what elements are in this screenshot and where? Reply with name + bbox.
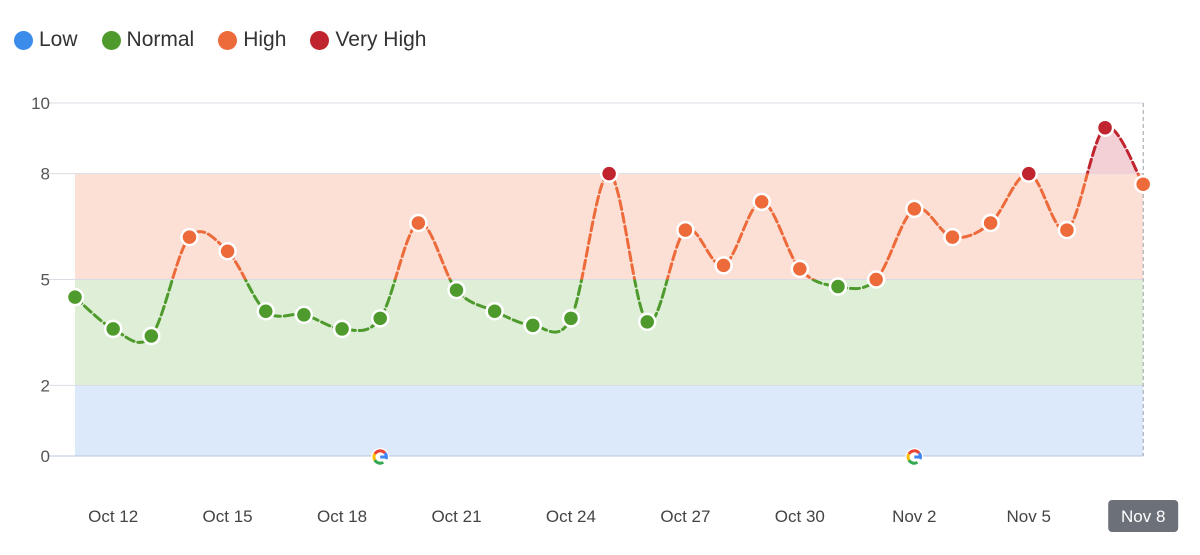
x-tick-label: Oct 18 xyxy=(317,507,367,526)
data-point[interactable]: Oct 15: 5.8 xyxy=(218,242,237,261)
legend-item-high[interactable]: High xyxy=(218,28,286,52)
data-point[interactable]: Oct 22: 4.1 xyxy=(485,302,504,321)
band-high xyxy=(75,173,1144,280)
data-point[interactable]: Oct 26: 3.8 xyxy=(638,312,657,332)
y-tick-label: 2 xyxy=(41,376,50,395)
data-point[interactable]: Oct 13: 3.4 xyxy=(142,326,161,346)
legend-dot-very-high xyxy=(310,30,330,50)
legend-dot-high xyxy=(218,30,238,50)
data-point[interactable]: Nov 7: 9.3 xyxy=(1095,118,1115,137)
y-tick-label: 8 xyxy=(41,165,50,184)
x-tick-label: Oct 21 xyxy=(431,507,481,526)
google-icon-arc xyxy=(906,453,911,461)
x-tick-label: Oct 15 xyxy=(203,507,253,526)
legend-item-very-high[interactable]: Very High xyxy=(310,28,426,52)
google-icon-bar xyxy=(380,455,387,459)
y-tick-label: 0 xyxy=(41,447,50,466)
data-point[interactable]: Oct 19: 3.9 xyxy=(370,309,390,328)
data-point[interactable]: Nov 3: 6.2 xyxy=(943,227,962,247)
google-icon-arc xyxy=(907,449,921,455)
data-point[interactable]: Oct 21: 4.7 xyxy=(447,280,466,300)
y-tick-label: 10 xyxy=(31,94,50,113)
marker-layer xyxy=(371,448,924,466)
data-point[interactable]: Oct 17: 4 xyxy=(294,305,314,325)
legend-item-low[interactable]: Low xyxy=(14,28,78,52)
band-layer xyxy=(75,173,1144,456)
point-layer: Oct 11: 4.5 Oct 12: 3.6 Oct 13: 3.4 Oct 14:… xyxy=(65,118,1153,346)
axis-layer: 0 2 5 8 10 Oct 12 Oct 15 Oct 18 Oct 21 Oct 24 Oct … xyxy=(31,94,1179,532)
data-point[interactable]: Oct 27: 6.4 xyxy=(676,220,695,240)
legend-dot-normal xyxy=(101,30,121,50)
data-point[interactable]: Nov 5: 8 xyxy=(1019,164,1038,183)
data-point[interactable]: Oct 25: 8 xyxy=(599,164,619,183)
legend-label-normal: Normal xyxy=(126,28,195,51)
data-point[interactable]: Oct 23: 3.7 xyxy=(523,316,543,335)
legend-label-low: Low xyxy=(39,28,78,51)
data-point[interactable]: Nov 2: 7 xyxy=(905,199,924,219)
data-point[interactable]: Oct 30: 5.3 xyxy=(790,259,810,279)
band-low xyxy=(75,385,1144,456)
x-tick-label: Oct 12 xyxy=(88,507,138,526)
google-icon-arc xyxy=(373,459,385,465)
google-update-icon[interactable] xyxy=(371,448,390,466)
data-point[interactable]: Oct 11: 4.5 xyxy=(65,287,85,307)
legend-dot-low xyxy=(14,30,33,50)
data-point[interactable]: Oct 20: 6.6 xyxy=(409,213,428,233)
data-point[interactable]: Nov 6: 6.4 xyxy=(1057,220,1077,240)
series-line-high xyxy=(170,173,1145,280)
y-tick-label: 5 xyxy=(41,271,50,290)
x-tick-label: Oct 27 xyxy=(660,507,710,526)
data-point[interactable]: Oct 14: 6.2 xyxy=(180,227,199,247)
data-point[interactable]: Oct 24: 3.9 xyxy=(561,309,581,328)
data-point[interactable]: Nov 1: 5 xyxy=(866,270,886,289)
grid-layer xyxy=(48,102,1144,457)
x-tick-label: Nov 5 xyxy=(1007,507,1051,526)
data-point[interactable]: Oct 31: 4.8 xyxy=(828,277,848,296)
x-tick-highlight xyxy=(1108,500,1179,532)
data-point[interactable]: Nov 8: 7.7 xyxy=(1133,174,1153,194)
google-icon-bar xyxy=(914,455,921,459)
data-point[interactable]: Nov 4: 6.6 xyxy=(981,213,1000,233)
x-tick-label: Nov 2 xyxy=(892,507,936,526)
data-point[interactable]: Oct 16: 4.1 xyxy=(256,302,275,321)
legend-item-normal[interactable]: Normal xyxy=(101,28,195,52)
legend-label-very-high: Very High xyxy=(335,28,427,51)
legend-label-high: High xyxy=(243,28,287,51)
google-icon-arc xyxy=(907,459,919,465)
google-update-icon[interactable] xyxy=(905,448,924,466)
x-tick-label: Oct 24 xyxy=(546,507,596,526)
band-normal xyxy=(75,279,1144,386)
data-point[interactable]: Oct 18: 3.6 xyxy=(332,319,352,339)
legend: Low Normal High Very High xyxy=(14,28,450,52)
x-tick-label: Oct 30 xyxy=(775,507,825,526)
google-icon-arc xyxy=(373,449,387,455)
data-point[interactable]: Oct 28: 5.4 xyxy=(714,256,733,275)
x-tick-label-current: Nov 8 xyxy=(1121,507,1165,526)
data-point[interactable]: Oct 12: 3.6 xyxy=(103,319,123,339)
data-point[interactable]: Oct 29: 7.2 xyxy=(752,192,771,212)
google-icon-arc xyxy=(372,453,377,461)
